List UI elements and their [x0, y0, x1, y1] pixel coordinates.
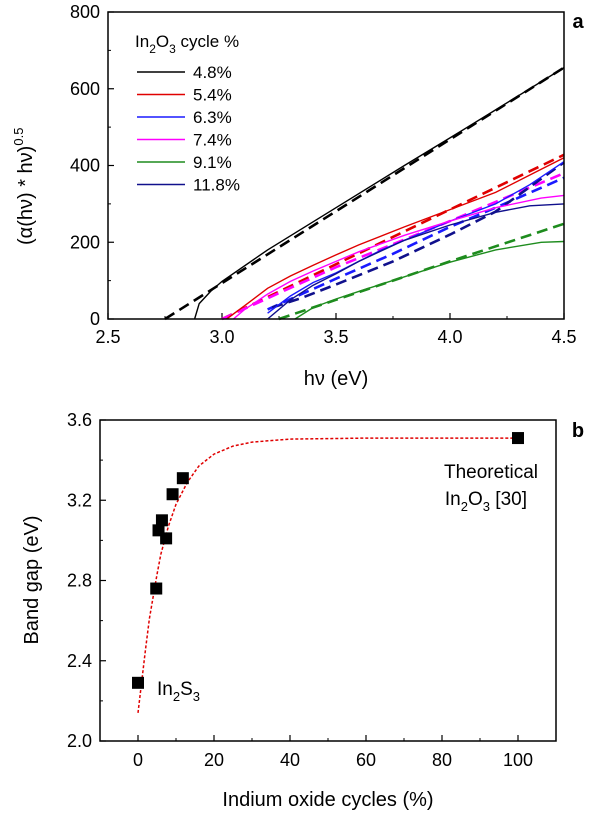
fit-line-5.4pct: [221, 153, 565, 321]
panel-a-legend: In2O3 cycle % 4.8% 5.4% 6.3% 7.4% 9.1% 11.8%: [135, 32, 240, 195]
fit-line-6.3pct: [267, 176, 565, 311]
panel-a-ylabel: (α(hν) * hν)0.5: [11, 128, 37, 245]
band-gap-point: [160, 532, 173, 545]
band-gap-point: [176, 472, 189, 485]
legend-rows: 4.8% 5.4% 6.3% 7.4% 9.1% 11.8%: [137, 63, 240, 195]
panel-b-letter: b: [572, 420, 584, 442]
panel-a-ytick-label: 600: [70, 79, 100, 99]
panel-b-ytick-label: 3.2: [67, 490, 92, 510]
legend-title-sub2: 3: [169, 42, 176, 56]
annotation-in2o3-ref: [30]: [490, 489, 527, 510]
annotation-in2o3-in: In: [445, 489, 461, 510]
panel-a-xtick-label: 3.0: [209, 327, 234, 347]
annotation-theoretical: Theoretical: [444, 462, 538, 483]
series-line-9.1pct: [294, 240, 565, 320]
panel-b-ytick-label: 2.4: [67, 651, 92, 671]
legend-label: 4.8%: [193, 63, 232, 82]
panel-a-ytick-label: 800: [70, 2, 100, 22]
legend-label: 9.1%: [193, 153, 232, 172]
panel-b-xtick-label: 100: [503, 750, 533, 770]
panel-b-points: [132, 432, 524, 689]
annotation-in2o3-o: O: [468, 489, 483, 510]
annotation-in2o3-sub2: 3: [483, 499, 490, 514]
panel-a-xtick-label: 3.5: [323, 327, 348, 347]
panel-b-fit-curve: [137, 437, 518, 713]
annotation-in2s3: In2S3: [157, 679, 200, 704]
panel-a-letter: a: [572, 11, 584, 33]
panel-b: 0 20 40 60 80 100 2.0 2.4 2.8 3.2 3.6 Indium oxide…: [21, 410, 584, 811]
band-gap-fit-curve: [137, 437, 518, 713]
panel-b-ytick-label: 2.8: [67, 571, 92, 591]
legend-title-o: O: [156, 32, 169, 51]
panel-a-ylabel-main: (α(hν) * hν): [15, 146, 37, 245]
band-gap-point: [166, 488, 179, 501]
panel-a-xtick-label: 4.0: [437, 327, 462, 347]
panel-a-xlabel: hν (eV): [304, 368, 368, 390]
band-gap-point: [155, 514, 168, 527]
panel-b-xtick-label: 60: [356, 750, 376, 770]
panel-a: 2.5 3.0 3.5 4.0 4.5 0 200 400 600 800 hν (eV) (α(…: [11, 2, 584, 390]
legend-label: 7.4%: [193, 131, 232, 150]
panel-a-tick-labels: 2.5 3.0 3.5 4.0 4.5 0 200 400 600 800: [70, 2, 577, 347]
panel-a-xtick-label: 2.5: [95, 327, 120, 347]
panel-b-xtick-label: 20: [204, 750, 224, 770]
legend-title: In2O3 cycle %: [135, 32, 239, 56]
legend-title-sub1: 2: [149, 42, 156, 56]
legend-label: 6.3%: [193, 108, 232, 127]
panel-a-ytick-label: 400: [70, 156, 100, 176]
annotation-in2s3-sub1: 2: [173, 689, 180, 704]
series-line-6.3pct: [267, 161, 565, 314]
annotation-in2s3-s: S: [180, 679, 193, 700]
panel-b-ytick-label: 3.6: [67, 410, 92, 430]
series-line-5.4pct: [226, 157, 565, 320]
panel-a-ytick-label: 0: [90, 309, 100, 329]
panel-b-ylabel: Band gap (eV): [21, 516, 43, 645]
annotation-in2o3-sub1: 2: [461, 499, 468, 514]
series-line-4.8pct: [193, 67, 565, 320]
band-gap-point: [512, 432, 524, 445]
panel-a-ylabel-sup: 0.5: [11, 128, 26, 146]
panel-b-xlabel: Indium oxide cycles (%): [222, 789, 433, 811]
band-gap-point: [132, 676, 144, 689]
annotation-in2s3-sub2: 3: [193, 689, 200, 704]
panel-b-frame: [99, 419, 557, 742]
panel-a-series: [193, 67, 565, 320]
panel-a-frame: [107, 11, 565, 320]
panel-b-xtick-label: 40: [280, 750, 300, 770]
legend-label: 5.4%: [193, 86, 232, 105]
panel-b-tick-labels: 0 20 40 60 80 100 2.0 2.4 2.8 3.2 3.6: [67, 410, 533, 770]
series-line-7.4pct: [232, 194, 565, 320]
legend-title-rest: cycle %: [176, 32, 239, 51]
panel-b-xtick-label: 0: [133, 750, 143, 770]
band-gap-point: [150, 582, 163, 595]
legend-title-in: In: [135, 32, 149, 51]
panel-b-ytick-label: 2.0: [67, 731, 92, 751]
annotation-in2o3-30: In2O3 [30]: [445, 489, 527, 514]
annotation-in2s3-in: In: [157, 679, 173, 700]
panel-a-ytick-label: 200: [70, 232, 100, 252]
panel-a-xtick-label: 4.5: [551, 327, 576, 347]
panel-b-xtick-label: 80: [432, 750, 452, 770]
series-line-11.8pct: [267, 203, 565, 320]
legend-label: 11.8%: [193, 176, 240, 195]
